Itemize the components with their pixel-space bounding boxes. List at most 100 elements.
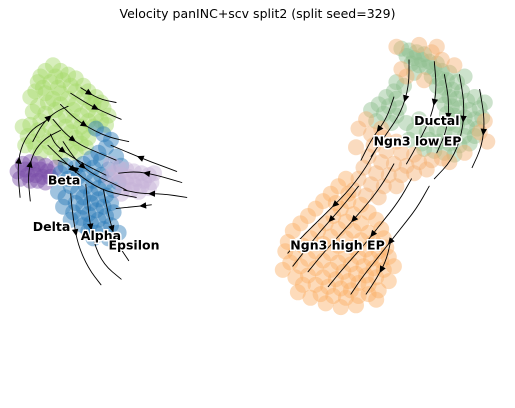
cell-point xyxy=(368,113,385,130)
cell-point xyxy=(284,222,301,239)
cell-point xyxy=(67,96,84,113)
cell-point xyxy=(85,118,102,135)
cell-point xyxy=(302,289,319,306)
cell-point xyxy=(65,102,82,118)
cell-point xyxy=(358,111,375,128)
cell-point xyxy=(307,243,324,260)
cell-point xyxy=(9,163,26,180)
velocity-streamline xyxy=(327,178,412,288)
cell-point xyxy=(345,239,362,256)
cell-point xyxy=(398,48,415,64)
cell-point xyxy=(330,178,347,195)
cluster-ngn3-high-ep-points xyxy=(274,170,402,316)
cell-point xyxy=(406,146,423,163)
cell-point xyxy=(317,295,334,312)
cell-point xyxy=(373,154,390,171)
cell-point xyxy=(75,124,92,141)
cell-point xyxy=(411,36,428,53)
cell-point xyxy=(368,269,385,286)
velocity-arrowhead xyxy=(44,115,52,123)
cell-point xyxy=(345,206,362,223)
cell-point xyxy=(327,271,344,288)
cell-point xyxy=(443,98,460,115)
cell-point xyxy=(325,288,342,304)
cell-point xyxy=(57,118,74,135)
cell-point xyxy=(37,85,54,102)
cell-point xyxy=(393,144,410,161)
cell-point xyxy=(118,174,135,191)
cell-point xyxy=(322,261,339,278)
cell-point xyxy=(436,79,453,96)
cell-point xyxy=(113,157,130,174)
cell-point xyxy=(363,250,380,267)
cell-point xyxy=(294,276,311,293)
cell-point xyxy=(12,170,29,187)
cell-point xyxy=(378,89,395,105)
cell-point xyxy=(396,77,412,94)
cell-point xyxy=(330,221,347,237)
cell-point xyxy=(337,247,354,264)
cluster-label-delta: Delta xyxy=(33,219,71,234)
velocity-arrowhead xyxy=(91,103,99,110)
cell-point xyxy=(52,129,69,146)
cell-point xyxy=(113,167,130,184)
cell-point xyxy=(42,118,59,135)
velocity-streamline xyxy=(118,171,183,183)
cell-point xyxy=(474,109,491,126)
velocity-arrowhead xyxy=(78,162,86,169)
velocity-streamline xyxy=(436,74,449,154)
cell-point xyxy=(446,126,463,143)
cell-point xyxy=(433,62,450,79)
cluster-label-ngn3-high-ep: Ngn3 high EP xyxy=(290,238,384,253)
velocity-arrowhead xyxy=(445,112,452,120)
cell-point xyxy=(433,51,450,68)
cell-point xyxy=(115,180,132,197)
cluster-ngn3-low-ep-points xyxy=(345,36,496,206)
cell-point xyxy=(60,90,77,107)
cell-point xyxy=(50,111,66,128)
cell-point xyxy=(60,66,77,83)
cell-point xyxy=(80,206,97,223)
cell-point xyxy=(294,237,311,254)
cell-point xyxy=(330,254,347,271)
cell-point xyxy=(93,94,109,111)
cell-point xyxy=(100,230,117,247)
cell-point xyxy=(390,100,407,117)
cell-point xyxy=(406,64,423,81)
cell-point xyxy=(368,291,385,308)
velocity-arrowhead xyxy=(328,215,336,223)
cluster-label-alpha: Alpha xyxy=(81,228,121,243)
cell-point xyxy=(441,64,458,81)
cell-point xyxy=(57,189,74,206)
cell-point xyxy=(365,137,382,154)
cell-point xyxy=(55,198,72,215)
cell-point xyxy=(403,55,420,72)
cell-point xyxy=(39,94,56,111)
cell-point xyxy=(108,148,125,165)
velocity-streamline xyxy=(365,237,392,295)
cell-point xyxy=(368,211,385,228)
cell-point xyxy=(292,215,309,232)
cell-point xyxy=(348,297,364,314)
cell-point xyxy=(363,102,380,118)
cell-point xyxy=(302,230,319,247)
cell-point xyxy=(479,133,496,150)
cell-point xyxy=(350,120,367,137)
cell-point xyxy=(446,146,463,163)
cell-point xyxy=(461,102,478,118)
cell-point xyxy=(461,135,478,152)
cell-point xyxy=(393,61,410,78)
cell-point xyxy=(100,168,117,185)
cell-point xyxy=(87,120,104,137)
cell-point xyxy=(360,286,377,303)
cell-point xyxy=(34,79,51,96)
cell-point xyxy=(388,90,405,107)
cell-point xyxy=(300,250,316,267)
cell-point xyxy=(348,139,364,156)
cell-point xyxy=(100,161,117,178)
cell-point xyxy=(72,135,89,152)
cell-point xyxy=(65,204,82,221)
velocity-arrowhead xyxy=(376,124,384,133)
cell-point xyxy=(42,168,59,185)
velocity-arrowhead xyxy=(108,224,115,233)
